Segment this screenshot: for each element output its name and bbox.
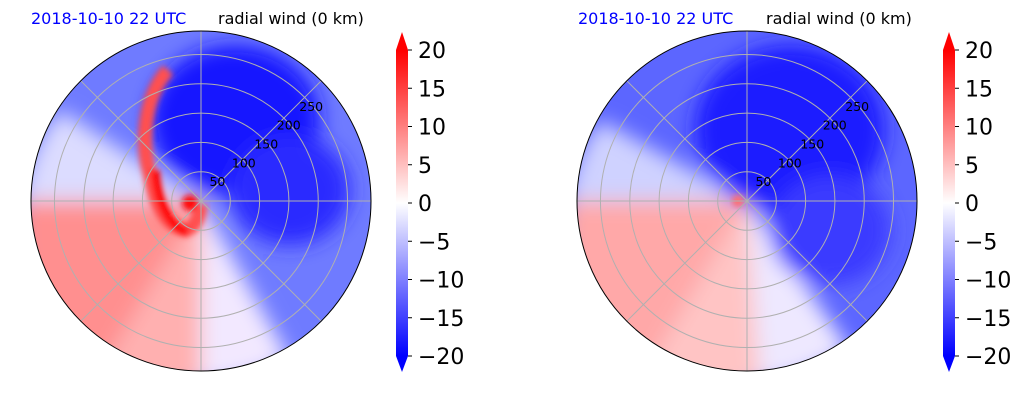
positive-sector-left-2 bbox=[95, 201, 201, 371]
negative-core-left-2 bbox=[230, 135, 350, 245]
colorbar-tick-label: 20 bbox=[418, 39, 446, 64]
colorbar-tick-label: −15 bbox=[418, 307, 464, 332]
colorbar-left bbox=[396, 50, 408, 356]
radial-tick-label: 200 bbox=[277, 118, 301, 133]
date-label-right: 2018-10-10 22 UTC bbox=[578, 9, 733, 28]
colorbar-tick-label: −5 bbox=[418, 230, 450, 255]
polar-grid-right bbox=[577, 31, 917, 371]
colorbar-tick-label: −5 bbox=[965, 230, 997, 255]
radial-tick-label: 200 bbox=[823, 118, 847, 133]
spoke-315 bbox=[746, 200, 868, 322]
polar-frame-right bbox=[576, 30, 918, 372]
colorbar-extend-top-left bbox=[396, 32, 408, 50]
positive-spot-left bbox=[182, 195, 198, 211]
panel-left: 2018-10-10 22 UTC radial wind (0 km) 501… bbox=[30, 9, 464, 372]
radial-tick-label: 250 bbox=[299, 99, 323, 114]
panel-right: 2018-10-10 22 UTC radial wind (0 km) 501… bbox=[576, 9, 1011, 372]
neutral-sector-right bbox=[747, 201, 850, 371]
positive-sector-right-2 bbox=[641, 201, 760, 371]
colorbar-tick-label: 5 bbox=[965, 154, 979, 179]
radial-tick-label: 150 bbox=[254, 136, 278, 151]
colorbar-tick-label: −15 bbox=[965, 307, 1011, 332]
colorbar-tick-label: −20 bbox=[965, 345, 1011, 370]
radial-tick-label: 50 bbox=[755, 174, 771, 189]
colorbar-ticks-left: 20 15 10 5 0 −5 −10 −15 −20 bbox=[408, 39, 464, 370]
neutral-sector-left bbox=[201, 201, 290, 371]
colorbar-ticks-right: 20 15 10 5 0 −5 −10 −15 −20 bbox=[955, 39, 1011, 370]
colorbar-tick-label: 10 bbox=[965, 116, 993, 141]
colorbar-extend-bottom-left bbox=[396, 356, 408, 372]
polar-grid-left bbox=[31, 31, 371, 371]
colorbar-tick-label: −10 bbox=[965, 269, 1011, 294]
spoke-225 bbox=[626, 200, 748, 322]
colorbar-tick-label: 0 bbox=[418, 192, 432, 217]
spoke-315 bbox=[200, 200, 322, 322]
radial-tick-label: 250 bbox=[845, 99, 869, 114]
positive-band-core-left bbox=[150, 169, 190, 237]
colorbar-tick-label: 0 bbox=[965, 192, 979, 217]
colorbar-tick-label: 15 bbox=[418, 77, 446, 102]
radial-labels-left: 50 100 150 200 250 bbox=[209, 99, 323, 189]
radial-labels-right: 50 100 150 200 250 bbox=[755, 99, 869, 189]
chart-title-left: radial wind (0 km) bbox=[218, 9, 364, 28]
spoke-135 bbox=[80, 80, 202, 202]
spoke-225 bbox=[80, 200, 202, 322]
date-label-left: 2018-10-10 22 UTC bbox=[31, 9, 186, 28]
weak-sector-right bbox=[577, 120, 747, 201]
radial-tick-label: 100 bbox=[778, 155, 802, 170]
radial-tick-label: 50 bbox=[209, 174, 225, 189]
polar-frame-left bbox=[30, 30, 372, 372]
colorbar-right bbox=[943, 50, 955, 356]
spoke-45 bbox=[746, 80, 868, 202]
colorbar-tick-label: 15 bbox=[965, 77, 993, 102]
radial-tick-label: 150 bbox=[800, 136, 824, 151]
colorbar-tick-label: −10 bbox=[418, 269, 464, 294]
spoke-45 bbox=[200, 80, 322, 202]
colorbar-tick-label: 10 bbox=[418, 116, 446, 141]
radial-tick-label: 100 bbox=[232, 155, 256, 170]
spoke-135 bbox=[626, 80, 748, 202]
colorbar-tick-label: −20 bbox=[418, 345, 464, 370]
colorbar-extend-bottom-right bbox=[943, 356, 955, 372]
colorbar-tick-label: 20 bbox=[965, 39, 993, 64]
colorbar-tick-label: 5 bbox=[418, 154, 432, 179]
chart-title-right: radial wind (0 km) bbox=[766, 9, 912, 28]
colorbar-extend-top-right bbox=[943, 32, 955, 50]
